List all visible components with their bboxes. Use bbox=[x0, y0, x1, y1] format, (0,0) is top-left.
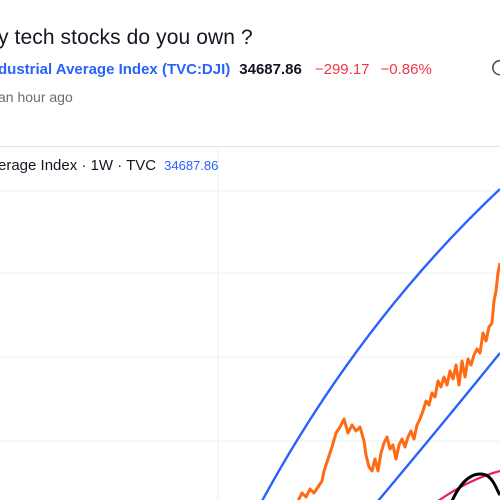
symbol-change: −299.17 bbox=[314, 61, 370, 78]
pink-curve[interactable] bbox=[437, 469, 500, 500]
symbol-link[interactable]: dustrial Average Index (TVC:DJI) bbox=[0, 61, 231, 78]
price-line[interactable] bbox=[296, 262, 500, 500]
channel-upper-line[interactable] bbox=[261, 188, 500, 500]
chart-legend-value: 34687.86 bbox=[164, 158, 219, 173]
chart-canvas bbox=[0, 147, 500, 500]
refresh-icon[interactable] bbox=[490, 58, 500, 78]
chart-legend: erage Index · 1W · TVC 34687.86 bbox=[0, 157, 218, 174]
black-drawing[interactable] bbox=[450, 472, 500, 500]
symbol-price: 34687.86 bbox=[239, 61, 302, 78]
symbol-change-percent: −0.86% bbox=[380, 61, 432, 78]
chart-area[interactable]: erage Index · 1W · TVC 34687.86 bbox=[0, 146, 500, 500]
channel-lower-line[interactable] bbox=[377, 352, 500, 500]
chart-legend-title: erage Index · 1W · TVC bbox=[0, 157, 157, 174]
symbol-line: dustrial Average Index (TVC:DJI) 34687.8… bbox=[0, 61, 432, 78]
post-timestamp: an hour ago bbox=[0, 89, 73, 105]
post-title: y tech stocks do you own ? bbox=[0, 26, 253, 49]
chart-grid bbox=[0, 147, 500, 500]
